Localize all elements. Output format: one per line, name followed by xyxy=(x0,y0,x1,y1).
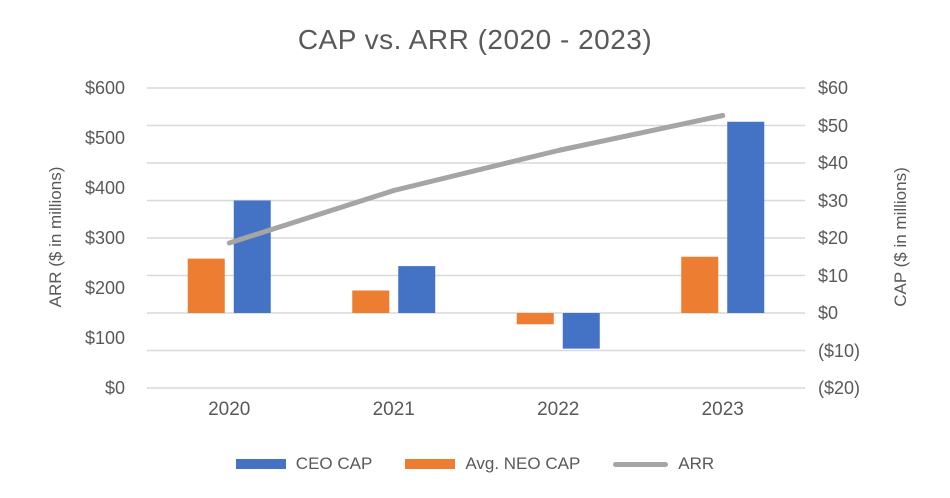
left-axis-tick: $0 xyxy=(104,378,125,398)
right-axis-tick: ($10) xyxy=(818,340,861,361)
legend-swatch-avg-neo-cap xyxy=(405,459,456,469)
bar-avg-neo-cap-2021 xyxy=(352,290,390,313)
x-axis-label-2021: 2021 xyxy=(372,399,415,420)
right-axis-tick: $20 xyxy=(818,228,849,248)
left-axis-tick: $400 xyxy=(84,178,125,198)
x-axis-label-2023: 2023 xyxy=(701,399,744,420)
legend-swatch-arr-line xyxy=(613,461,669,467)
right-axis-tick: $0 xyxy=(818,303,839,323)
legend-swatch-ceo-cap xyxy=(235,459,286,469)
right-axis-tick: ($20) xyxy=(818,378,861,398)
bar-ceo-cap-2021 xyxy=(398,266,436,313)
right-axis-tick: $50 xyxy=(818,115,849,136)
right-axis-tick: $60 xyxy=(818,78,849,98)
legend: CEO CAP Avg. NEO CAP ARR xyxy=(0,451,950,477)
legend-item-ceo-cap: CEO CAP xyxy=(235,454,373,474)
legend-label-avg-neo-cap: Avg. NEO CAP xyxy=(465,454,581,473)
left-axis-tick: $100 xyxy=(84,328,125,348)
x-axis-label-2020: 2020 xyxy=(208,399,251,420)
left-axis-tick: $200 xyxy=(84,278,125,298)
bar-ceo-cap-2023 xyxy=(727,121,765,313)
right-axis-tick: $40 xyxy=(818,153,849,173)
left-axis-tick: $600 xyxy=(84,78,125,98)
bar-ceo-cap-2022 xyxy=(562,313,600,349)
legend-label-ceo-cap: CEO CAP xyxy=(295,454,373,473)
legend-item-avg-neo-cap: Avg. NEO CAP xyxy=(405,454,580,474)
bar-avg-neo-cap-2020 xyxy=(187,258,225,313)
arr-line xyxy=(226,113,726,246)
left-axis-tick: $500 xyxy=(84,128,125,148)
bar-avg-neo-cap-2022 xyxy=(516,313,554,325)
left-axis-tick: $300 xyxy=(84,228,125,248)
bar-ceo-cap-2020 xyxy=(233,200,271,313)
legend-label-arr: ARR xyxy=(678,454,715,473)
bar-avg-neo-cap-2023 xyxy=(681,256,719,313)
chart-title: CAP vs. ARR (2020 - 2023) xyxy=(297,24,653,55)
right-axis-tick: $30 xyxy=(818,190,849,211)
right-axis-tick: $10 xyxy=(818,265,849,286)
legend-item-arr: ARR xyxy=(613,454,714,474)
x-axis-label-2022: 2022 xyxy=(537,399,580,420)
